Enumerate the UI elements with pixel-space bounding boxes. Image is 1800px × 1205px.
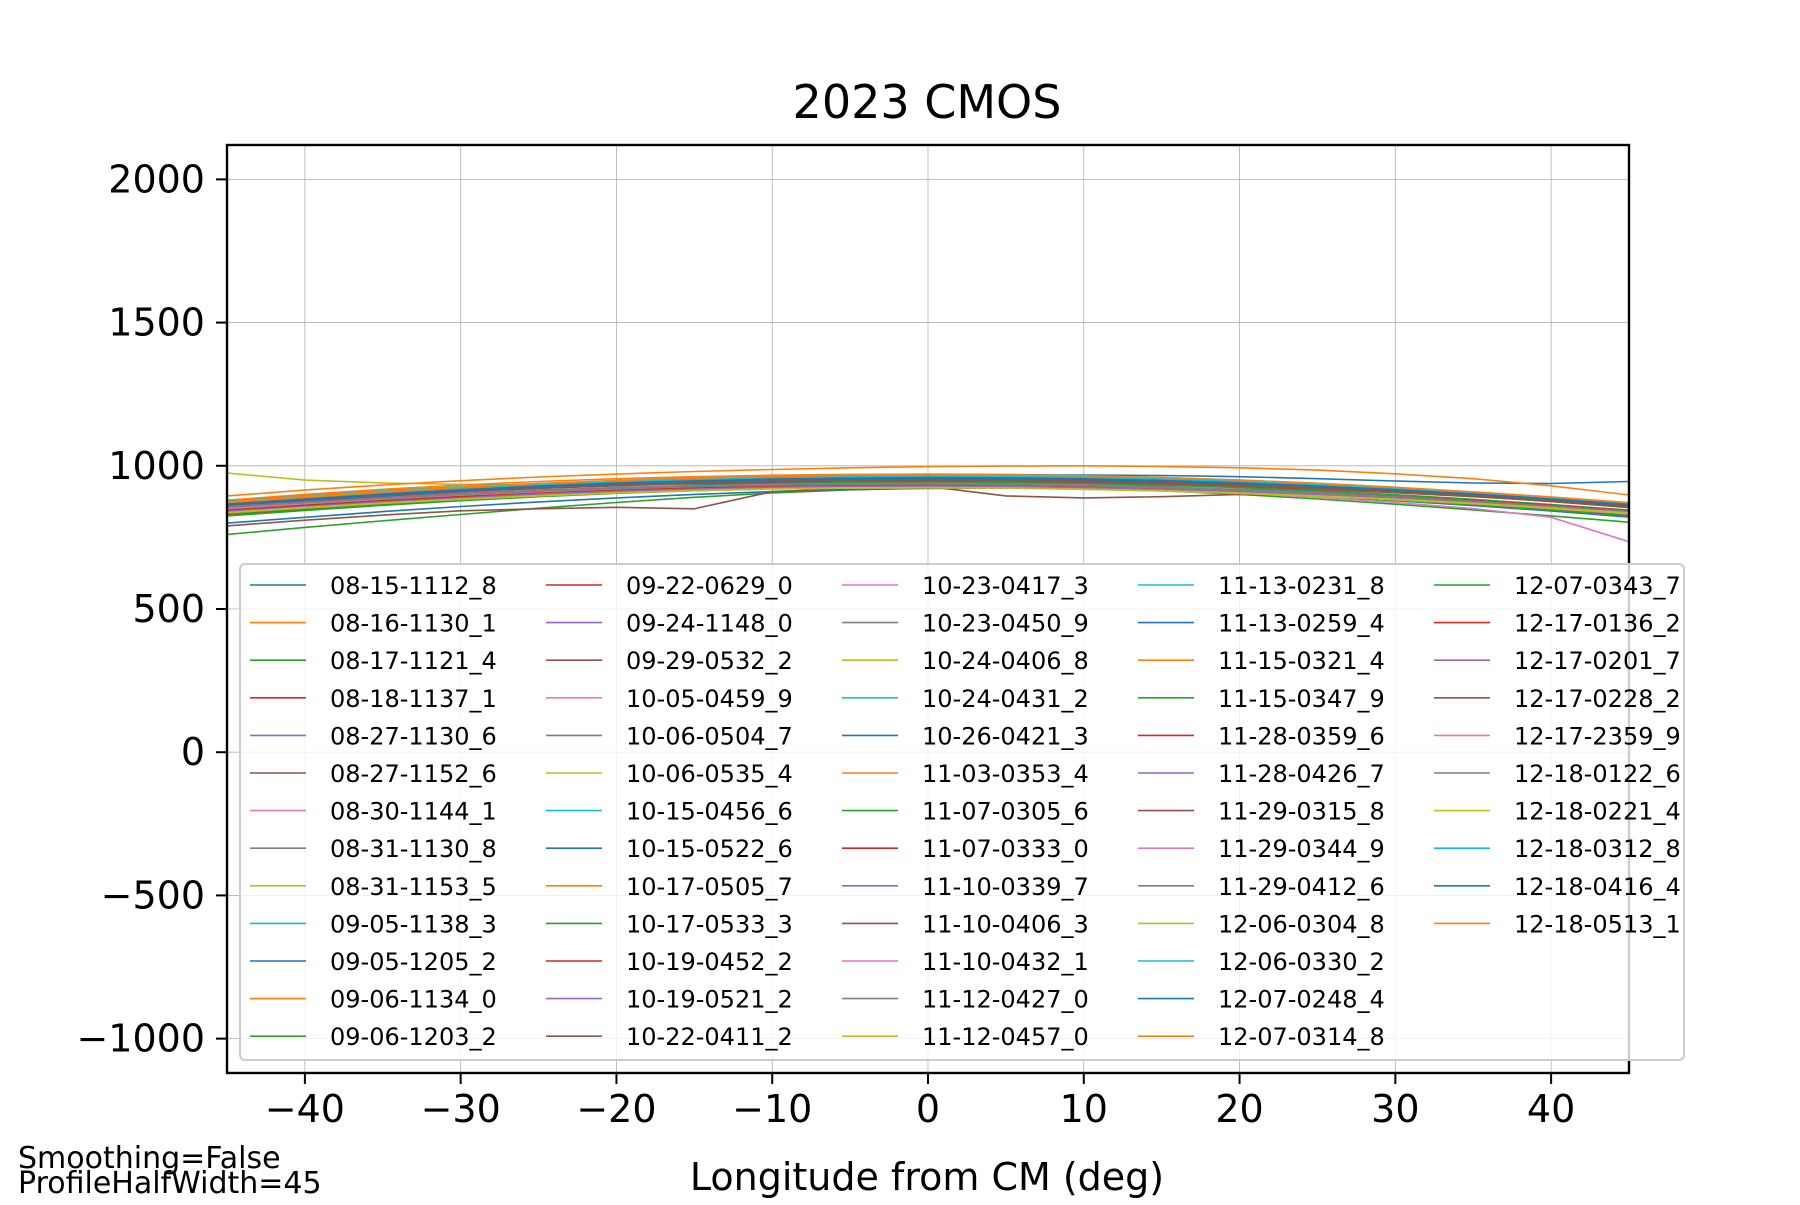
legend-label: 11-07-0333_0 [922, 835, 1089, 863]
legend-label: 08-18-1137_1 [330, 685, 497, 713]
legend-label: 12-07-0343_7 [1514, 572, 1681, 600]
legend-label: 08-30-1144_1 [330, 798, 497, 826]
legend-label: 10-17-0533_3 [626, 910, 793, 938]
legend-label: 11-12-0457_0 [922, 1023, 1089, 1051]
legend-label: 12-18-0513_1 [1514, 910, 1681, 938]
legend-label: 08-27-1152_6 [330, 760, 497, 788]
y-tick-label: 1500 [108, 301, 205, 345]
legend-label: 10-19-0452_2 [626, 948, 793, 976]
series-line-12-18-0122_6 [226, 482, 1630, 513]
legend-label: 10-15-0456_6 [626, 798, 793, 826]
legend-label: 10-24-0406_8 [922, 647, 1089, 675]
legend-label: 09-05-1138_3 [330, 910, 497, 938]
x-tick-label: −20 [576, 1087, 656, 1131]
legend-label: 08-31-1130_8 [330, 835, 497, 863]
legend-label: 10-15-0522_6 [626, 835, 793, 863]
legend-label: 11-28-0359_6 [1218, 722, 1385, 750]
x-axis-ticks: −40 −30 −20 −10 0 10 20 30 40 [265, 1073, 1575, 1131]
legend-label: 10-05-0459_9 [626, 685, 793, 713]
legend-label: 10-22-0411_2 [626, 1023, 793, 1051]
legend-label: 12-18-0122_6 [1514, 760, 1681, 788]
y-tick-label: −500 [101, 873, 205, 917]
x-tick-label: 0 [916, 1087, 940, 1131]
legend-label: 11-29-0412_6 [1218, 873, 1385, 901]
legend-label: 10-23-0417_3 [922, 572, 1089, 600]
legend-label: 09-05-1205_2 [330, 948, 497, 976]
y-tick-label: 500 [132, 587, 205, 631]
x-tick-label: 10 [1060, 1087, 1108, 1131]
legend-label: 08-16-1130_1 [330, 610, 497, 638]
annotation-smoothing: Smoothing=False [18, 1141, 281, 1176]
legend-label: 11-13-0231_8 [1218, 572, 1385, 600]
x-tick-label: 40 [1527, 1087, 1575, 1131]
y-tick-label: −1000 [76, 1017, 205, 1061]
legend-label: 09-06-1134_0 [330, 986, 497, 1014]
legend-label: 12-17-0201_7 [1514, 647, 1681, 675]
series-lines [226, 464, 1630, 543]
x-tick-label: −10 [732, 1087, 812, 1131]
series-line-12-18-0513_1 [226, 473, 1630, 504]
legend-label: 10-26-0421_3 [922, 722, 1089, 750]
series-line-12-18-0221_4 [226, 486, 1630, 514]
legend-label: 12-06-0304_8 [1218, 910, 1385, 938]
chart-title: 2023 CMOS [793, 75, 1062, 129]
legend-label: 09-24-1148_0 [626, 610, 793, 638]
legend-label: 11-10-0432_1 [922, 948, 1089, 976]
legend-label: 08-17-1121_4 [330, 647, 497, 675]
x-axis-label: Longitude from CM (deg) [690, 1155, 1164, 1199]
legend-label: 10-06-0535_4 [626, 760, 793, 788]
legend-label: 08-31-1153_5 [330, 873, 497, 901]
legend-label: 12-07-0314_8 [1218, 1023, 1385, 1051]
y-tick-label: 2000 [108, 157, 205, 201]
legend-label: 10-23-0450_9 [922, 610, 1089, 638]
legend-label: 12-18-0221_4 [1514, 798, 1681, 826]
x-tick-label: −30 [421, 1087, 501, 1131]
legend-label: 12-17-0136_2 [1514, 610, 1681, 638]
y-tick-label: 0 [181, 730, 205, 774]
series-line-12-18-0416_4 [226, 476, 1630, 506]
legend-label: 12-18-0312_8 [1514, 835, 1681, 863]
y-axis-ticks: −1000 −500 0 500 1000 1500 2000 [76, 157, 227, 1061]
legend-label: 11-03-0353_4 [922, 760, 1089, 788]
legend-label: 11-13-0259_4 [1218, 610, 1385, 638]
legend-label: 09-29-0532_2 [626, 647, 793, 675]
legend-label: 10-06-0504_7 [626, 722, 793, 750]
legend-label: 08-27-1130_6 [330, 722, 497, 750]
legend-label: 12-18-0416_4 [1514, 873, 1681, 901]
legend-label: 09-22-0629_0 [626, 572, 793, 600]
legend-label: 11-29-0344_9 [1218, 835, 1385, 863]
legend-label: 12-07-0248_4 [1218, 986, 1385, 1014]
x-tick-label: 30 [1371, 1087, 1419, 1131]
y-tick-label: 1000 [108, 444, 205, 488]
legend-label: 10-24-0431_2 [922, 685, 1089, 713]
legend-label: 11-07-0305_6 [922, 798, 1089, 826]
legend-label: 09-06-1203_2 [330, 1023, 497, 1051]
legend-label: 11-15-0321_4 [1218, 647, 1385, 675]
legend-label: 11-10-0406_3 [922, 910, 1089, 938]
legend-label: 10-19-0521_2 [626, 986, 793, 1014]
legend-label: 08-15-1112_8 [330, 572, 497, 600]
legend-label: 11-28-0426_7 [1218, 760, 1385, 788]
legend-label: 10-17-0505_7 [626, 873, 793, 901]
series-line-12-17-0201_7 [226, 485, 1630, 513]
legend-label: 11-15-0347_9 [1218, 685, 1385, 713]
x-tick-label: 20 [1215, 1087, 1263, 1131]
legend-box [239, 563, 1685, 1061]
x-tick-label: −40 [265, 1087, 345, 1131]
legend-label: 12-06-0330_2 [1218, 948, 1385, 976]
legend-label: 11-10-0339_7 [922, 873, 1089, 901]
legend-label: 11-12-0427_0 [922, 986, 1089, 1014]
annotation-profile-half-width: ProfileHalfWidth=45 [18, 1166, 322, 1200]
series-line-11-03-0353_4 [226, 464, 1630, 497]
legend-label: 12-17-2359_9 [1514, 722, 1681, 750]
legend: 08-15-1112_8 08-16-1130_1 08-17-1121_4 08-1… [239, 563, 1685, 1061]
legend-label: 12-17-0228_2 [1514, 685, 1681, 713]
legend-label: 11-29-0315_8 [1218, 798, 1385, 826]
